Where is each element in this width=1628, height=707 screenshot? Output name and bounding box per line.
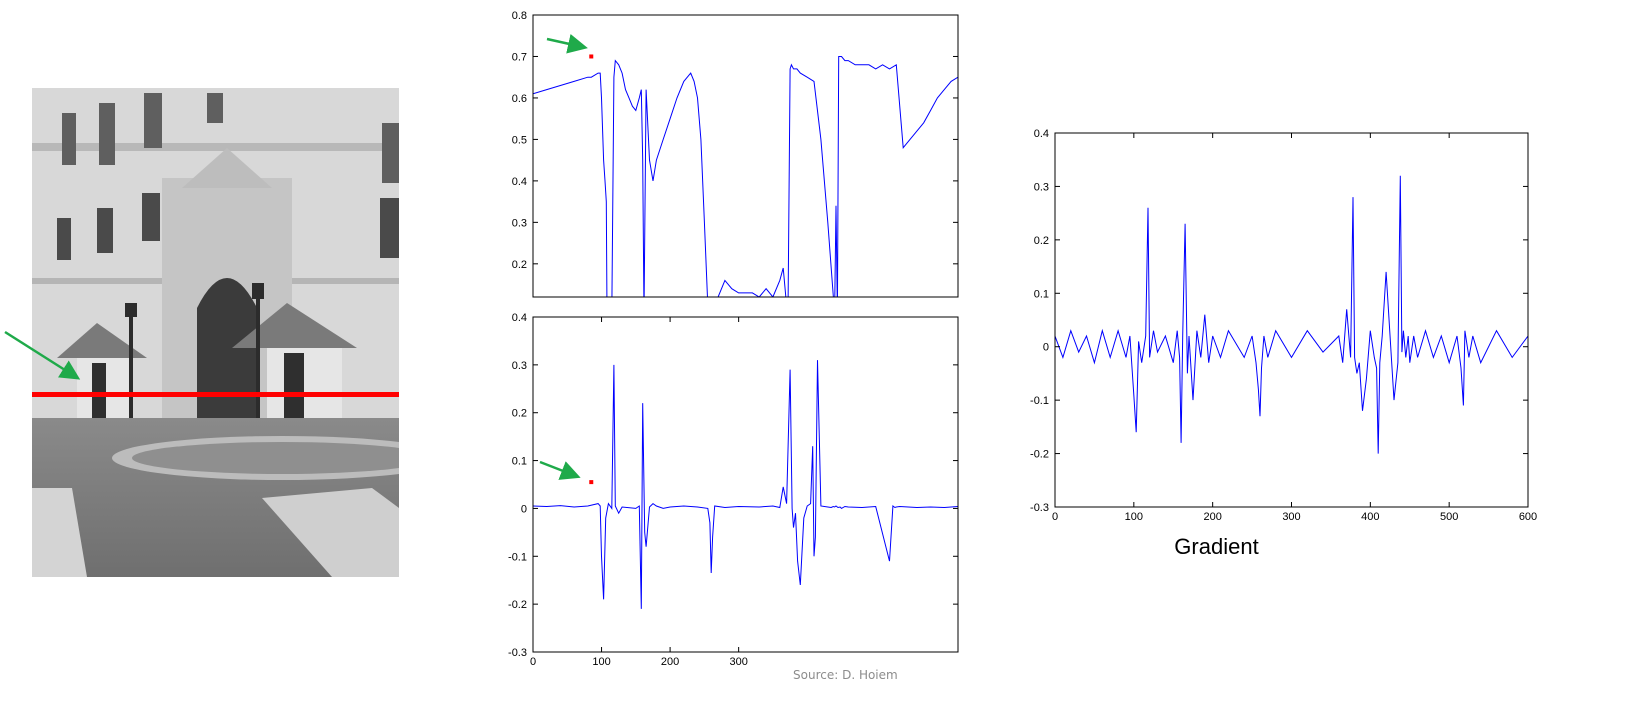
gradient-chart: -0.3 -0.2 -0.1 0 0.1 0.2 0.3 0.4 0 100 200 300 400 50… <box>1030 128 1537 559</box>
left-curb <box>32 488 87 577</box>
photo-svg <box>32 88 452 577</box>
y-tick-label: 0.3 <box>1034 181 1049 193</box>
y-tick-label: 0.2 <box>512 259 527 271</box>
y-tick-label: -0.2 <box>1030 449 1049 461</box>
intensity-profile-frame <box>532 14 959 298</box>
y-tick-label: 0.2 <box>512 408 527 420</box>
x-tick-label: 200 <box>1203 511 1221 523</box>
gradient-chart-series-line <box>1055 175 1528 454</box>
left-guard-booth <box>57 323 147 423</box>
intensity-chart: 0.2 0.3 0.4 0.5 0.6 0.7 0.8 <box>512 10 959 298</box>
gradient-chart-frame <box>1054 132 1529 508</box>
y-tick-label: 0.1 <box>1034 288 1049 300</box>
intensity-profile-series-line <box>533 56 958 297</box>
x-tick-label: 400 <box>1361 511 1379 523</box>
street-photo <box>32 88 452 577</box>
derivative-profile-frame <box>532 316 959 653</box>
x-axis-label: Gradient <box>1174 534 1258 559</box>
y-tick-label: -0.1 <box>508 551 527 563</box>
x-tick-label: 100 <box>1125 511 1143 523</box>
gate-arch <box>197 278 257 418</box>
y-tick-label: 0.7 <box>512 51 527 63</box>
derivative-profile-series-line <box>533 360 958 609</box>
y-tick-label: -0.2 <box>508 599 527 611</box>
y-tick-label: 0.4 <box>512 312 527 324</box>
y-tick-label: 0.1 <box>512 456 527 468</box>
derivative-arrow-icon <box>539 460 581 480</box>
x-tick-label: 600 <box>1519 511 1537 523</box>
annotation-point <box>589 54 594 59</box>
x-tick-label: 0 <box>1052 511 1058 523</box>
cornice-line <box>32 143 399 151</box>
y-tick-label: -0.3 <box>1030 502 1049 514</box>
x-tick-label: 300 <box>729 656 747 668</box>
source-credit: Source: D. Hoiem <box>793 668 898 682</box>
y-tick-label: 0.4 <box>1034 128 1049 140</box>
y-tick-label: 0.3 <box>512 217 527 229</box>
y-tick-label: -0.3 <box>508 647 527 659</box>
x-tick-label: 200 <box>661 656 679 668</box>
y-tick-label: 0 <box>1043 342 1049 354</box>
derivative-chart: -0.3 -0.2 -0.1 0 0.1 0.2 0.3 0.4 0 100 200 300 <box>508 312 959 668</box>
x-tick-label: 100 <box>592 656 610 668</box>
x-tick-label: 300 <box>1282 511 1300 523</box>
mosaic-inner <box>132 442 432 474</box>
y-tick-label: 0.8 <box>512 10 527 22</box>
right-guard-booth <box>232 303 357 423</box>
y-tick-label: 0.3 <box>512 360 527 372</box>
y-tick-label: -0.1 <box>1030 395 1049 407</box>
street-lamps <box>125 283 264 418</box>
x-tick-label: 0 <box>530 656 536 668</box>
scanline-marker <box>32 392 399 397</box>
right-curb <box>262 488 399 577</box>
y-tick-label: 0.4 <box>512 176 527 188</box>
y-tick-label: 0.2 <box>1034 235 1049 247</box>
upper-windows <box>62 93 399 183</box>
y-tick-label: 0 <box>521 503 527 515</box>
pediment <box>182 148 272 188</box>
lower-windows <box>57 193 399 260</box>
annotation-point <box>589 480 594 485</box>
y-tick-label: 0.5 <box>512 134 527 146</box>
intensity-arrow-icon <box>546 33 588 54</box>
y-tick-label: 0.6 <box>512 93 527 105</box>
photo-arrow-icon <box>4 330 81 380</box>
x-tick-label: 500 <box>1440 511 1458 523</box>
